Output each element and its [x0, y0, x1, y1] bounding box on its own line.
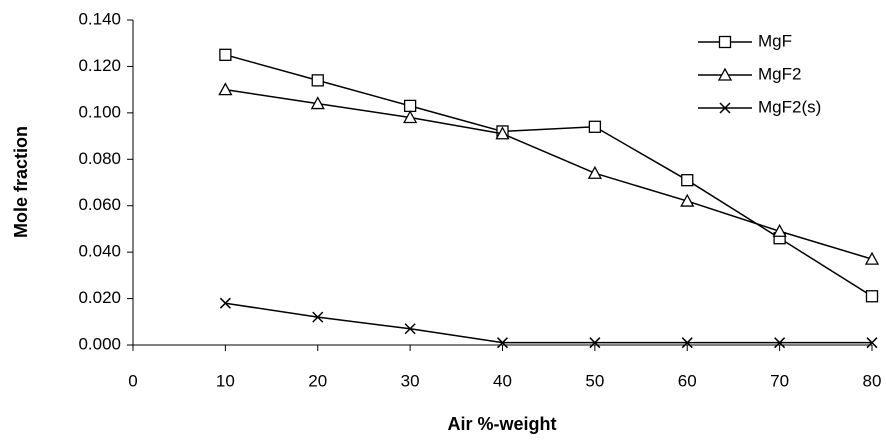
series-line — [225, 302, 872, 344]
x-tick-label: 80 — [863, 371, 882, 390]
x-tick-label: 50 — [585, 371, 604, 390]
marker — [719, 102, 731, 114]
marker — [718, 35, 732, 49]
x-tick-label: 40 — [493, 371, 512, 390]
marker — [589, 337, 601, 349]
x-tick-label: 0 — [128, 371, 137, 390]
series-line — [225, 54, 873, 297]
marker — [681, 337, 693, 349]
y-tick-label: 0.080 — [78, 149, 121, 168]
y-tick-label: 0.120 — [78, 56, 121, 75]
marker — [310, 96, 325, 110]
x-tick-label: 70 — [770, 371, 789, 390]
marker — [403, 110, 418, 124]
legend-label: MgF — [758, 31, 792, 50]
x-tick-label: 10 — [216, 371, 235, 390]
marker — [496, 337, 509, 349]
marker — [717, 67, 733, 81]
marker — [772, 223, 787, 237]
marker — [865, 290, 879, 303]
x-tick-label: 20 — [308, 371, 327, 390]
marker — [403, 99, 417, 113]
y-tick-label: 0.020 — [78, 288, 121, 307]
marker — [774, 337, 786, 349]
marker — [219, 48, 232, 61]
legend-label: MgF2(s) — [758, 97, 821, 116]
marker — [681, 174, 694, 187]
marker — [218, 82, 233, 96]
x-tick-label: 30 — [401, 371, 420, 390]
marker — [680, 193, 695, 207]
y-tick-label: 0.140 — [78, 9, 121, 28]
y-axis-title: Mole fraction — [11, 126, 31, 238]
legend-label: MgF2 — [758, 64, 801, 83]
marker — [588, 120, 602, 133]
x-axis-title: Air %-weight — [447, 414, 556, 434]
y-tick-label: 0.000 — [78, 334, 121, 353]
marker — [587, 165, 602, 179]
y-tick-label: 0.060 — [78, 195, 121, 214]
y-tick-label: 0.040 — [78, 242, 121, 261]
marker — [495, 126, 510, 140]
marker — [312, 311, 324, 323]
y-tick-label: 0.100 — [78, 102, 121, 121]
marker — [219, 297, 231, 309]
marker — [404, 323, 416, 335]
x-tick-label: 60 — [678, 371, 697, 390]
marker — [864, 251, 880, 265]
marker — [311, 74, 324, 87]
series-line — [225, 88, 873, 260]
marker — [866, 337, 878, 349]
